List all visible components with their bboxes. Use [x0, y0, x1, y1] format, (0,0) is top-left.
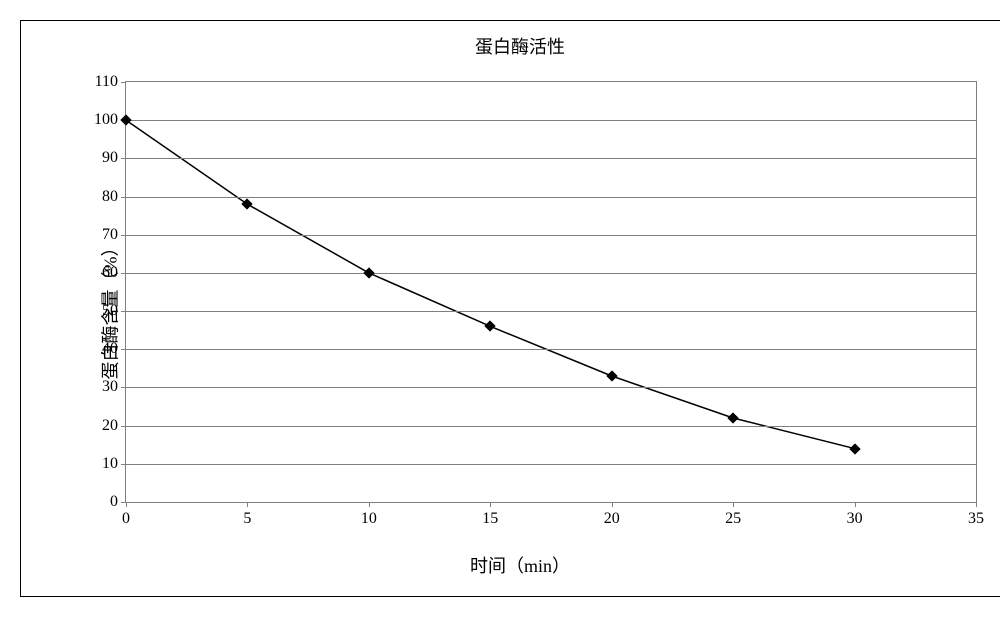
y-tick-label: 90 — [102, 149, 118, 167]
x-tick-mark — [733, 502, 734, 507]
x-tick-mark — [369, 502, 370, 507]
y-tick-label: 0 — [110, 493, 118, 511]
x-axis-label: 时间（min） — [470, 552, 570, 578]
x-tick-label: 5 — [243, 510, 251, 528]
chart-container: 蛋白酶活性 蛋白酶含量（%） 0102030405060708090100110… — [20, 20, 1000, 597]
x-tick-label: 15 — [482, 510, 498, 528]
data-series-line — [126, 120, 855, 448]
x-tick-mark — [976, 502, 977, 507]
y-tick-label: 10 — [102, 455, 118, 473]
data-line-svg — [126, 82, 976, 502]
x-tick-label: 0 — [122, 510, 130, 528]
grid-line — [126, 120, 976, 121]
grid-line — [126, 273, 976, 274]
y-tick-label: 100 — [94, 111, 118, 129]
grid-line — [126, 158, 976, 159]
y-tick-label: 60 — [102, 264, 118, 282]
y-tick-mark — [121, 82, 126, 83]
x-tick-label: 25 — [725, 510, 741, 528]
y-tick-label: 50 — [102, 302, 118, 320]
x-tick-mark — [126, 502, 127, 507]
x-tick-label: 10 — [361, 510, 377, 528]
grid-line — [126, 197, 976, 198]
x-tick-label: 35 — [968, 510, 984, 528]
y-tick-label: 30 — [102, 378, 118, 396]
x-tick-label: 30 — [847, 510, 863, 528]
y-tick-label: 20 — [102, 417, 118, 435]
grid-line — [126, 311, 976, 312]
x-tick-label: 20 — [604, 510, 620, 528]
y-tick-label: 110 — [95, 73, 118, 91]
x-tick-mark — [247, 502, 248, 507]
chart-title: 蛋白酶活性 — [21, 21, 1000, 59]
y-tick-label: 70 — [102, 226, 118, 244]
grid-line — [126, 349, 976, 350]
y-tick-label: 80 — [102, 188, 118, 206]
x-tick-mark — [612, 502, 613, 507]
grid-line — [126, 387, 976, 388]
y-tick-label: 40 — [102, 340, 118, 358]
x-tick-mark — [490, 502, 491, 507]
plot-area: 010203040506070809010011005101520253035 — [125, 81, 977, 503]
grid-line — [126, 235, 976, 236]
grid-line — [126, 426, 976, 427]
grid-line — [126, 464, 976, 465]
x-tick-mark — [855, 502, 856, 507]
